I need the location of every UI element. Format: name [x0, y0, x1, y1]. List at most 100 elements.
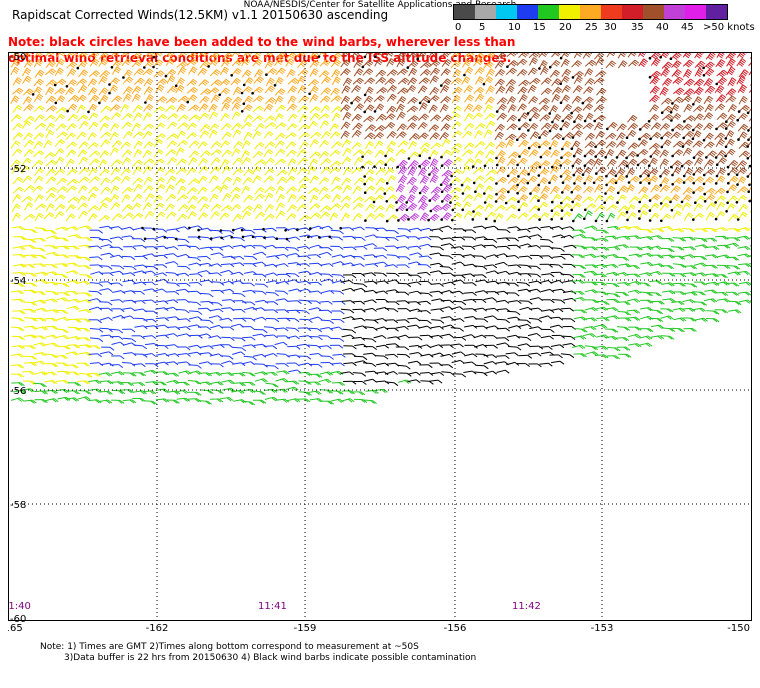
- wind-barb: [309, 212, 321, 220]
- wind-barb: [671, 327, 685, 333]
- wind-barb: [505, 237, 520, 242]
- wind-barb: [582, 333, 597, 338]
- wind-barb: [364, 280, 378, 285]
- contamination-dot: [405, 208, 409, 212]
- wind-barb: [318, 378, 332, 384]
- contamination-dot: [539, 155, 543, 159]
- contamination-dot: [450, 174, 453, 178]
- wind-barb: [352, 372, 367, 377]
- contamination-dot: [561, 119, 565, 123]
- wind-barb: [627, 212, 637, 221]
- wind-barb: [451, 143, 463, 150]
- wind-barb: [429, 132, 440, 140]
- contamination-dot: [384, 163, 388, 166]
- wind-barb: [78, 176, 90, 184]
- wind-barb: [417, 344, 432, 349]
- contamination-dot: [164, 74, 168, 78]
- wind-barb: [156, 353, 170, 357]
- wind-barb: [419, 185, 430, 194]
- wind-barb: [100, 196, 112, 204]
- contamination-dot: [561, 147, 564, 151]
- wind-barb: [673, 273, 687, 278]
- contamination-dot: [747, 129, 750, 132]
- wind-barb: [340, 195, 352, 203]
- wind-barb: [518, 201, 529, 211]
- wind-barb: [507, 151, 520, 159]
- wind-barb: [89, 150, 101, 158]
- contamination-dot: [550, 218, 553, 221]
- wind-barb: [450, 148, 461, 156]
- wind-barb: [693, 113, 704, 122]
- wind-barb: [77, 318, 91, 323]
- wind-barb: [660, 315, 674, 320]
- wind-barb: [384, 167, 395, 176]
- wind-barb: [495, 290, 509, 295]
- contamination-dot: [110, 66, 114, 69]
- wind-barb: [88, 112, 99, 121]
- contamination-dot: [385, 200, 389, 203]
- wind-barb: [176, 381, 190, 386]
- wind-barb: [78, 210, 88, 219]
- wind-barb: [406, 236, 420, 241]
- wind-barb: [440, 333, 454, 338]
- wind-barb: [320, 355, 334, 360]
- wind-barb: [495, 299, 510, 304]
- wind-barb: [385, 327, 399, 332]
- wind-barb: [363, 346, 378, 351]
- wind-barb: [186, 87, 199, 94]
- wind-barb: [331, 76, 341, 86]
- wind-barb: [483, 238, 498, 243]
- wind-barb: [662, 77, 673, 87]
- wind-barb: [76, 131, 87, 140]
- wind-barb: [384, 264, 398, 269]
- wind-barb: [440, 316, 454, 321]
- contamination-dot: [87, 110, 90, 114]
- wind-barb: [540, 238, 554, 244]
- wind-barb: [200, 292, 214, 298]
- contamination-dot: [152, 227, 156, 231]
- contamination-dot: [606, 127, 609, 131]
- wind-barb: [100, 186, 111, 195]
- wind-barb: [737, 211, 748, 220]
- wind-barb: [362, 68, 374, 76]
- wind-barb: [463, 142, 475, 150]
- wind-barb: [221, 176, 233, 185]
- wind-barb: [143, 335, 157, 340]
- wind-barb: [78, 120, 89, 129]
- wind-barb: [725, 282, 740, 287]
- wind-barb: [539, 66, 549, 76]
- wind-barb: [22, 96, 33, 105]
- wind-barb: [209, 69, 221, 77]
- contamination-dot: [385, 219, 389, 223]
- wind-barb: [122, 279, 136, 284]
- wind-barb: [264, 203, 275, 213]
- wind-barb: [508, 300, 522, 305]
- wind-barb: [254, 211, 266, 220]
- wind-barb: [275, 148, 286, 157]
- wind-barb: [484, 194, 494, 203]
- wind-barb: [364, 169, 375, 177]
- contamination-dot: [240, 110, 244, 113]
- wind-barb: [571, 123, 583, 131]
- contamination-dot: [407, 218, 410, 221]
- wind-barb: [288, 167, 298, 176]
- wind-barb: [77, 114, 89, 122]
- wind-barb: [67, 103, 78, 112]
- wind-barb: [550, 308, 564, 313]
- wind-barb: [254, 193, 265, 201]
- wind-barb: [683, 103, 693, 113]
- wind-barb: [263, 175, 275, 184]
- wind-barb: [78, 299, 92, 304]
- wind-barb: [143, 369, 158, 375]
- wind-barb: [221, 131, 232, 140]
- wind-barb: [331, 362, 345, 367]
- wind-barb: [451, 121, 462, 130]
- longitude-label: -159: [294, 623, 317, 632]
- wind-barb: [65, 204, 76, 213]
- wind-barb: [573, 309, 588, 314]
- wind-barb: [573, 147, 583, 157]
- contamination-dot: [735, 201, 739, 204]
- wind-barb: [275, 247, 289, 251]
- wind-barb: [439, 203, 452, 212]
- wind-barb: [738, 69, 749, 78]
